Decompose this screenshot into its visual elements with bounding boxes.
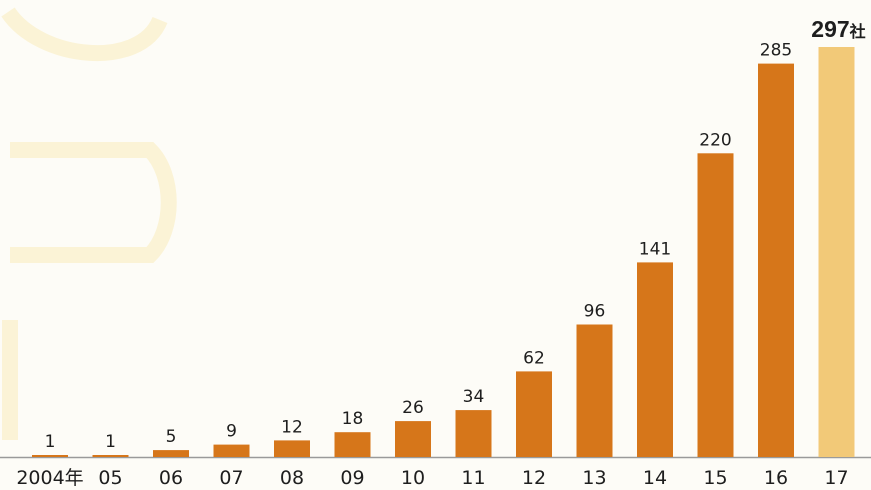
value-unit: 社 [849, 22, 866, 41]
value-label-5: 18 [342, 409, 364, 429]
tick-label-13: 17 [824, 467, 848, 489]
bar-2 [153, 450, 189, 457]
value-label-12: 285 [760, 41, 792, 61]
value-label-6: 26 [402, 398, 424, 418]
value-label-1: 1 [105, 432, 116, 452]
tick-label-12: 16 [764, 467, 788, 489]
tick-label-5: 09 [340, 467, 364, 489]
tick-label-1: 05 [98, 467, 122, 489]
value-label-11: 220 [699, 130, 731, 150]
tick-label-3: 07 [219, 467, 243, 489]
value-label-10: 141 [639, 239, 671, 259]
bar-10 [637, 262, 673, 457]
bar-4 [274, 440, 310, 457]
tick-label-10: 14 [643, 467, 667, 489]
value-label-2: 5 [166, 427, 177, 447]
bar-9 [576, 324, 613, 457]
tick-label-8: 12 [522, 467, 546, 489]
bar-0 [32, 455, 68, 457]
tick-label-2: 06 [159, 467, 183, 489]
bar-13 [818, 47, 855, 457]
tick-label-0: 2004年 [16, 467, 83, 489]
bar-8 [516, 371, 552, 457]
value-label-3: 9 [226, 422, 237, 442]
bar-12 [758, 63, 794, 457]
value-label-4: 12 [281, 417, 303, 437]
tick-label-9: 13 [582, 467, 606, 489]
bar-11 [697, 153, 734, 458]
tick-label-6: 10 [401, 467, 425, 489]
bar-3 [213, 444, 250, 457]
value-label-9: 96 [584, 302, 606, 322]
value-label-7: 34 [463, 387, 485, 407]
background-watermark [1, 7, 177, 440]
bar-1 [92, 455, 129, 457]
tick-label-4: 08 [280, 467, 304, 489]
tick-label-11: 15 [703, 467, 727, 489]
bar-5 [334, 432, 371, 457]
value-label-13: 297社 [811, 16, 865, 42]
bar-6 [395, 421, 431, 457]
tick-label-7: 11 [461, 467, 485, 489]
value-label-0: 1 [45, 432, 56, 452]
bar-7 [455, 410, 492, 457]
value-label-8: 62 [523, 348, 545, 368]
